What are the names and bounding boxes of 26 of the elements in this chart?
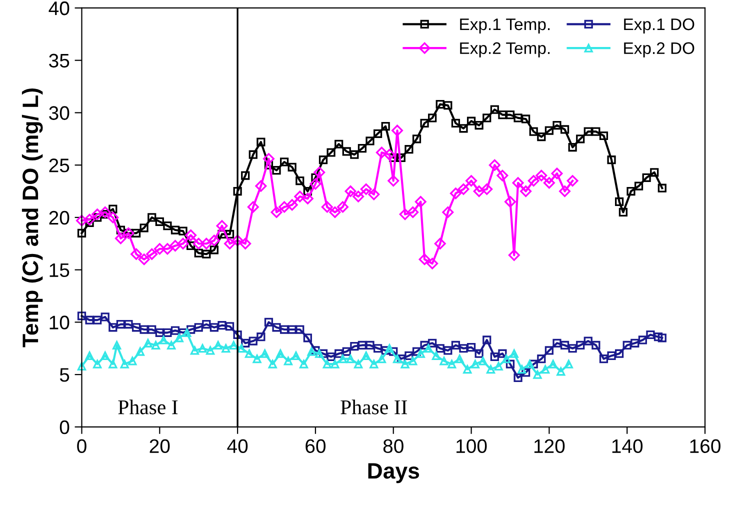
y-tick-label: 15 [50,263,70,278]
x-tick-label: 80 [383,439,404,454]
y-tick-label: 10 [50,316,70,330]
x-tick-label: 160 [690,439,720,454]
y-tick-label: 40 [48,1,70,16]
y-axis-title: Temp (C) and DO (mg/ L) [22,88,43,348]
x-tick-label: 100 [456,439,487,454]
y-tick-label: 5 [60,368,70,382]
legend-label: Exp.1 Temp. [460,18,550,34]
y-tick-label: 25 [49,158,70,172]
y-tick-label: 0 [60,420,70,434]
x-tick-label: 20 [150,439,170,454]
legend-label: Exp.2 DO [624,42,694,58]
x-tick-label: 140 [612,439,643,454]
y-tick-label: 20 [49,210,70,225]
x-tick-label: 0 [77,439,86,454]
y-tick-label: 35 [49,54,70,68]
annotation: Phase I [118,400,178,414]
legend-label: Exp.1 DO [624,18,694,34]
x-axis-title: Days [368,463,420,484]
annotation: Phase II [340,400,408,414]
x-tick-label: 120 [534,439,565,454]
legend-label: Exp.2 Temp. [460,42,550,58]
y-tick-label: 30 [49,106,70,120]
x-tick-label: 40 [227,439,248,454]
x-tick-label: 60 [306,439,326,454]
